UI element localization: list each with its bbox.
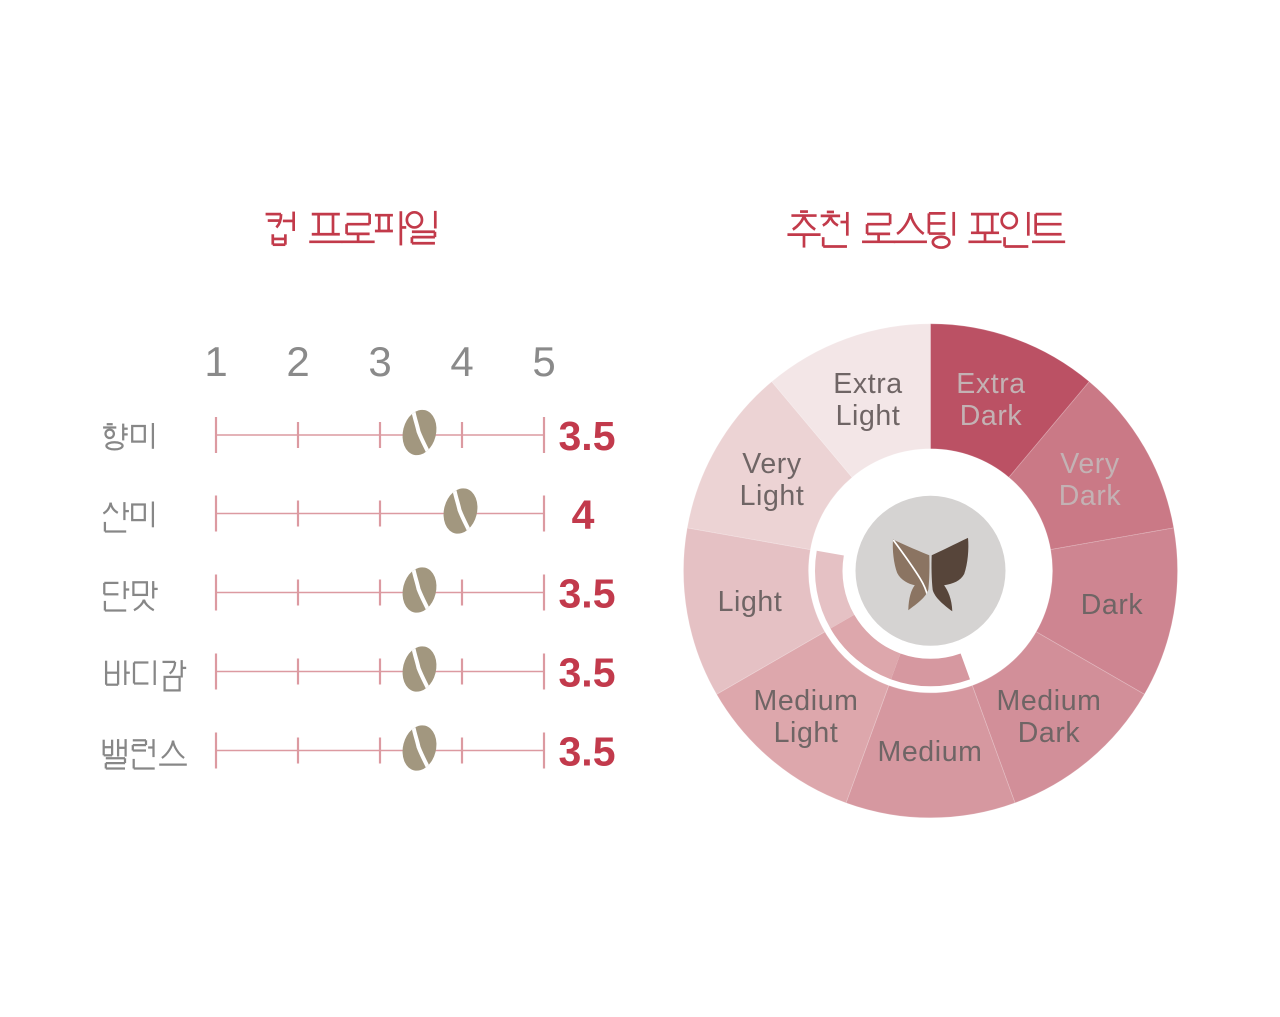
svg-text:2: 2 — [286, 338, 309, 385]
svg-text:Dark: Dark — [1059, 480, 1122, 512]
svg-text:Light: Light — [740, 480, 805, 512]
svg-text:Extra: Extra — [833, 368, 903, 400]
svg-text:Dark: Dark — [960, 400, 1023, 432]
svg-text:1: 1 — [204, 338, 227, 385]
svg-text:Medium: Medium — [754, 685, 859, 717]
svg-text:Very: Very — [1060, 448, 1120, 480]
svg-text:3.5: 3.5 — [559, 571, 616, 617]
svg-text:Very: Very — [742, 448, 802, 480]
svg-text:Light: Light — [836, 400, 901, 432]
svg-text:3.5: 3.5 — [559, 413, 616, 459]
svg-text:3.5: 3.5 — [559, 650, 616, 696]
svg-text:4: 4 — [572, 492, 595, 538]
svg-text:Light: Light — [774, 717, 839, 749]
svg-text:Light: Light — [718, 586, 783, 618]
svg-text:Dark: Dark — [1081, 589, 1144, 621]
svg-text:5: 5 — [532, 338, 555, 385]
svg-text:Medium: Medium — [878, 736, 983, 768]
svg-text:Extra: Extra — [956, 368, 1026, 400]
svg-text:Dark: Dark — [1018, 717, 1081, 749]
svg-text:3: 3 — [368, 338, 391, 385]
svg-text:4: 4 — [450, 338, 473, 385]
svg-text:Medium: Medium — [997, 685, 1102, 717]
svg-text:3.5: 3.5 — [559, 729, 616, 775]
